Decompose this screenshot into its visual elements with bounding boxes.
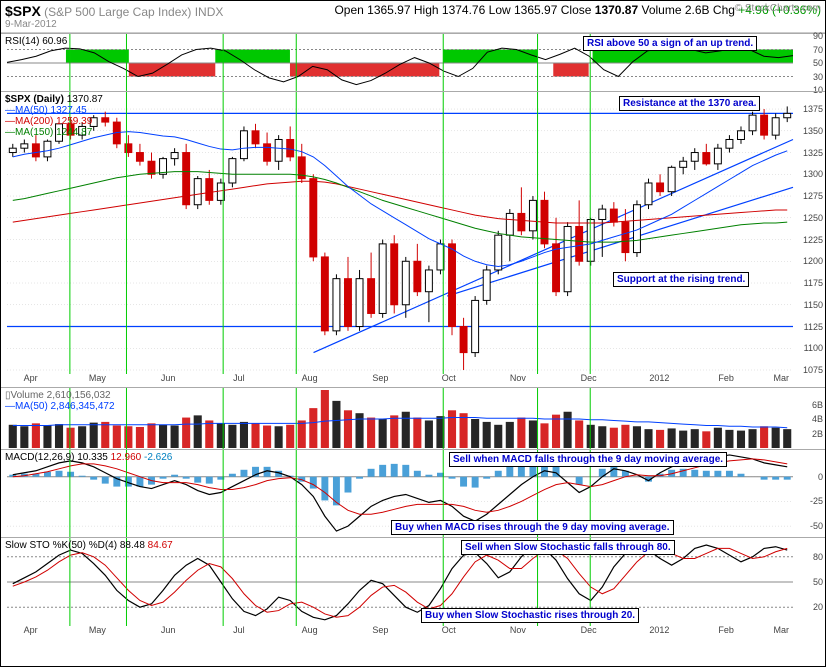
stock-chart: © StockCharts.com $SPX (S&P 500 Large Ca…: [0, 0, 826, 667]
attribution: © StockCharts.com: [735, 3, 821, 14]
volume-panel: ▯Volume 2,610,156,032—MA(50) 2,846,345,4…: [1, 387, 825, 449]
symbol: $SPX: [5, 3, 41, 19]
x-axis-bottom: AprMayJunJulAugSepOctNovDec2012FebMar: [1, 625, 825, 639]
price-panel: $SPX (Daily) 1370.87—MA(50) 1327.45—MA(2…: [1, 91, 825, 373]
symbol-name: (S&P 500 Large Cap Index) INDX: [44, 5, 223, 19]
rsi-panel: RSI(14) 60.961030507090RSI above 50 a si…: [1, 33, 825, 91]
macd-panel: MACD(12,26,9) 10.335 12.960 -2.626-50-25…: [1, 449, 825, 537]
chart-header: $SPX (S&P 500 Large Cap Index) INDX Open…: [1, 1, 825, 33]
x-axis: AprMayJunJulAugSepOctNovDec2012FebMar: [1, 373, 825, 387]
rsi-annotation: RSI above 50 a sign of an up trend.: [583, 36, 757, 51]
stoch-panel: Slow STO %K(50) %D(4) 88.48 84.67205080S…: [1, 537, 825, 625]
chart-date: 9-Mar-2012: [5, 19, 821, 30]
